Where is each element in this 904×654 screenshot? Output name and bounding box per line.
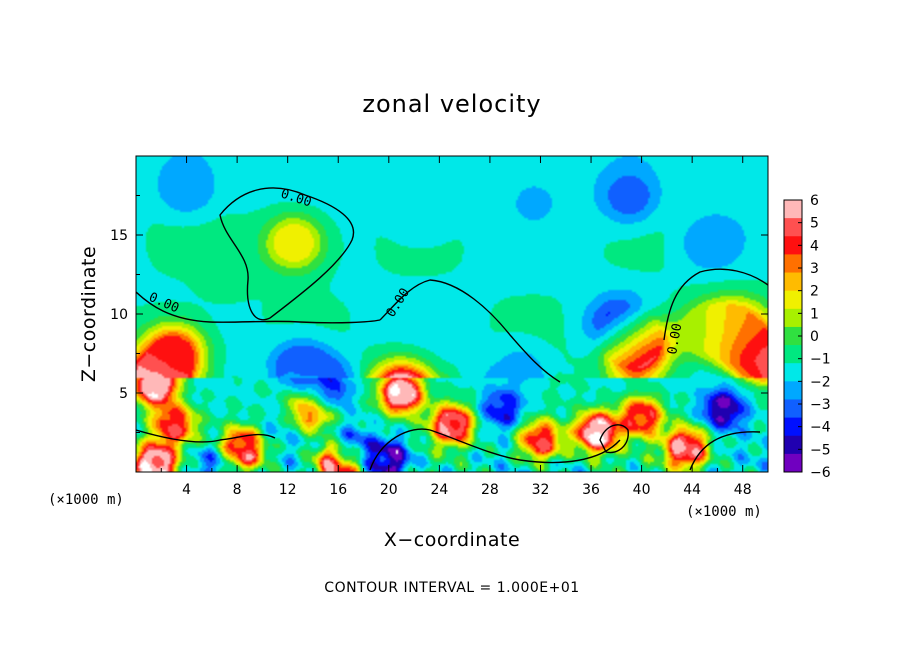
x-tick-label: 12 — [279, 482, 297, 498]
x-tick-label: 8 — [233, 482, 242, 498]
colorbar-label: 1 — [810, 306, 819, 322]
colorbar-label: −6 — [810, 465, 831, 481]
x-unit-note-right: (×1000 m) — [686, 504, 762, 520]
x-tick-label: 36 — [582, 482, 600, 498]
y-tick-label: 10 — [110, 307, 128, 323]
colorbar-label: 5 — [810, 216, 819, 232]
colorbar-label: −2 — [810, 374, 831, 390]
chart-title: zonal velocity — [362, 90, 541, 118]
x-tick-label: 40 — [633, 482, 651, 498]
zero-contour-lower-right — [689, 431, 761, 471]
colorbar-swatch — [784, 363, 802, 382]
colorbar-swatch — [784, 218, 802, 237]
contour-label-right: 0.00 — [665, 322, 685, 355]
x-axis-ticks: 4 8 12 16 20 24 28 32 36 40 44 48 — [160, 156, 752, 498]
colorbar-label: 4 — [810, 238, 819, 254]
zero-contour-upper-lobe — [219, 187, 355, 321]
x-tick-label: 28 — [481, 482, 499, 498]
colorbar-swatch — [784, 345, 802, 364]
x-tick-label: 44 — [683, 482, 701, 498]
colorbar-label: 2 — [810, 284, 819, 300]
colorbar-label: −5 — [810, 442, 831, 458]
colorbar-swatch — [784, 254, 802, 274]
colorbar: 6 5 4 3 2 1 0 −1 −2 −3 −4 −5 −6 — [783, 193, 831, 481]
plot-field: 0.00 0.00 0.00 0.00 — [136, 156, 768, 472]
colorbar-label: 6 — [810, 193, 819, 209]
colorbar-swatch — [784, 326, 802, 346]
y-tick-label: 5 — [119, 386, 128, 402]
colorbar-label: 3 — [810, 261, 819, 277]
colorbar-label: 0 — [810, 329, 819, 345]
x-tick-label: 48 — [734, 482, 752, 498]
contour-interval-note: CONTOUR INTERVAL = 1.000E+01 — [324, 580, 579, 596]
colorbar-swatch — [784, 236, 802, 255]
zero-contour-small-loop — [599, 424, 629, 454]
velocity-field-image — [136, 156, 768, 472]
colorbar-swatch — [784, 435, 802, 455]
colorbar-label: −3 — [810, 397, 831, 413]
x-tick-label: 24 — [430, 482, 448, 498]
zero-contour-middle — [379, 279, 561, 383]
colorbar-swatch — [784, 417, 802, 437]
colorbar-swatch — [784, 272, 802, 292]
x-tick-label: 20 — [380, 482, 398, 498]
colorbar-swatch — [784, 381, 802, 400]
colorbar-label: −1 — [810, 352, 831, 368]
y-axis-ticks: 5 10 15 — [110, 195, 768, 433]
x-axis-label: X−coordinate — [384, 529, 520, 551]
zero-contour-lower-mid — [369, 428, 621, 471]
colorbar-swatch — [784, 290, 802, 310]
x-unit-note-left: (×1000 m) — [48, 492, 124, 508]
colorbar-swatch — [784, 399, 802, 419]
zero-contour-lower-left — [136, 429, 276, 443]
colorbar-swatch — [784, 308, 802, 328]
y-tick-label: 15 — [110, 228, 128, 244]
x-tick-label: 32 — [532, 482, 550, 498]
colorbar-swatch — [784, 453, 802, 473]
x-tick-label: 16 — [329, 482, 347, 498]
colorbar-label: −4 — [810, 420, 831, 436]
colorbar-swatch — [784, 200, 802, 219]
zero-contour-right — [663, 268, 768, 341]
zero-contour-left — [136, 291, 381, 324]
zero-contours — [136, 187, 768, 471]
y-axis-label: Z−coordinate — [78, 246, 100, 382]
x-tick-label: 4 — [182, 482, 191, 498]
